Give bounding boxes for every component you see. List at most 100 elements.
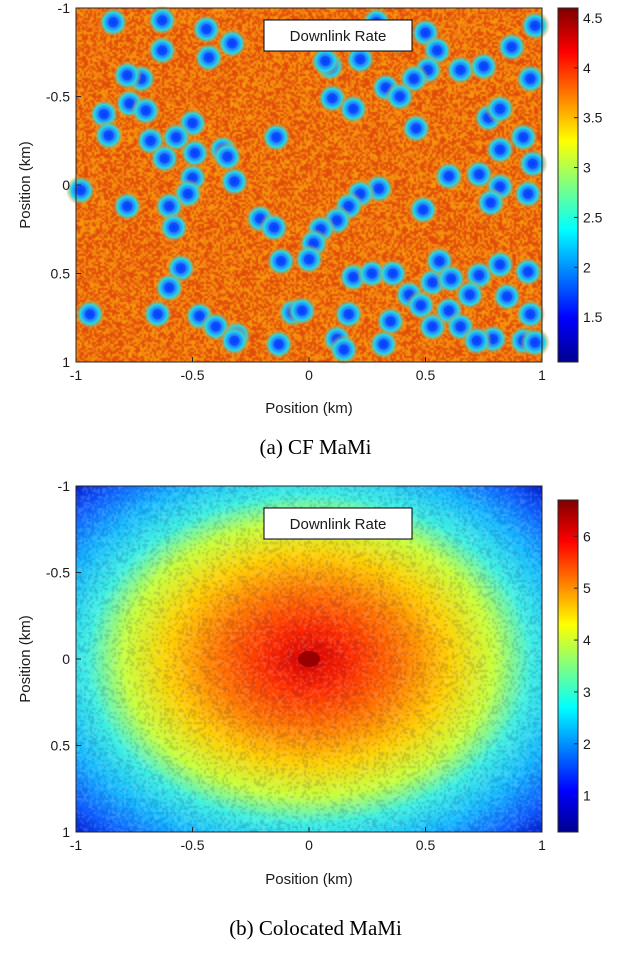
- x-tick-label: -0.5: [180, 837, 204, 853]
- y-tick-label: 0.5: [51, 738, 71, 754]
- x-tick-label: 0: [305, 367, 313, 383]
- y-tick-label: 1: [62, 354, 70, 370]
- access-point-marker: [298, 651, 320, 667]
- access-point-core: [320, 56, 331, 67]
- figure-colocated-mami: -1 -0.5 0 0.5 1 -1 -0.5 0 0.5 1 Position (km) Po…: [0, 478, 631, 956]
- access-point-core: [518, 132, 529, 143]
- access-point-core: [418, 204, 429, 215]
- x-tick-label: 1: [538, 367, 546, 383]
- colorbar: 1.5 2 2.5 3 3.5 4 4.5: [557, 7, 603, 363]
- x-axis-label: Position (km): [265, 400, 353, 417]
- y-tick-label: -0.5: [46, 565, 70, 581]
- plot-area: [75, 485, 543, 833]
- access-point-core: [495, 103, 506, 114]
- colorbar-gradient: [557, 7, 579, 363]
- access-point-core: [227, 38, 238, 49]
- access-point-core: [75, 185, 86, 196]
- access-point-core: [411, 123, 422, 134]
- access-point-core: [394, 91, 405, 102]
- access-point-core: [203, 52, 214, 63]
- access-point-core: [434, 256, 445, 267]
- y-tick-label: -1: [58, 478, 71, 494]
- access-point-core: [194, 310, 205, 321]
- colorbar-tick-label: 2: [583, 259, 591, 275]
- colorbar-tick-label: 6: [583, 528, 591, 544]
- colorbar-tick-label: 3.5: [583, 110, 603, 126]
- access-point-core: [145, 135, 156, 146]
- y-tick-label: 0: [62, 651, 70, 667]
- access-point-core: [348, 272, 359, 283]
- access-point-core: [525, 73, 536, 84]
- access-point-core: [495, 181, 506, 192]
- access-point-core: [229, 335, 240, 346]
- access-point-core: [474, 169, 485, 180]
- y-tick-group: -1 -0.5 0 0.5 1: [46, 478, 81, 840]
- access-point-core: [415, 300, 426, 311]
- x-tick-label: 0: [305, 837, 313, 853]
- access-point-core: [343, 309, 354, 320]
- colorbar-tick-label: 3: [583, 684, 591, 700]
- access-point-core: [187, 118, 198, 129]
- access-point-core: [103, 130, 114, 141]
- access-point-core: [527, 158, 538, 169]
- access-point-core: [327, 93, 338, 104]
- access-point-core: [84, 309, 95, 320]
- plot-area: [65, 5, 551, 365]
- figure-cf-mami: -1 -0.5 0 0.5 1 -1 -0.5 0 0.5 1 Position (km) Po…: [17, 0, 603, 459]
- access-point-core: [373, 183, 384, 194]
- colorbar-tick-label: 4.5: [583, 10, 603, 26]
- y-tick-label: -1: [58, 0, 71, 16]
- access-point-core: [446, 273, 457, 284]
- colorbar-tick-label: 4: [583, 60, 591, 76]
- access-point-core: [168, 222, 179, 233]
- access-point-core: [471, 335, 482, 346]
- access-point-core: [122, 70, 133, 81]
- colorbar-tick-label: 2.5: [583, 209, 603, 225]
- access-point-core: [331, 215, 342, 226]
- access-point-core: [495, 259, 506, 270]
- access-point-core: [201, 24, 212, 35]
- y-axis-label: Position (km): [17, 615, 34, 703]
- access-point-core: [420, 27, 431, 38]
- annotation-text: Downlink Rate: [290, 516, 387, 533]
- x-tick-group: -1 -0.5 0 0.5 1: [70, 357, 546, 383]
- colorbar-tick-label: 5: [583, 580, 591, 596]
- access-point-core: [164, 201, 175, 212]
- access-point-core: [273, 339, 284, 350]
- y-tick-label: 0.5: [51, 266, 71, 282]
- access-point-core: [385, 316, 396, 327]
- access-point-layer: [65, 5, 551, 365]
- access-point-core: [276, 256, 287, 267]
- access-point-core: [182, 188, 193, 199]
- colorbar-tick-label: 3: [583, 160, 591, 176]
- access-point-core: [495, 144, 506, 155]
- access-point-core: [427, 321, 438, 332]
- colorbar-tick-label: 2: [583, 736, 591, 752]
- access-point-core: [338, 344, 349, 355]
- x-tick-label: -0.5: [180, 367, 204, 383]
- colorbar-tick-label: 4: [583, 632, 591, 648]
- access-point-core: [271, 132, 282, 143]
- access-point-core: [523, 188, 534, 199]
- x-tick-label: 0.5: [416, 837, 436, 853]
- colorbar-gradient: [557, 499, 579, 833]
- access-point-core: [387, 268, 398, 279]
- access-point-core: [157, 45, 168, 56]
- annotation-box: Downlink Rate: [263, 507, 413, 540]
- access-point-layer: [298, 651, 320, 667]
- access-point-core: [455, 321, 466, 332]
- y-tick-label: 1: [62, 824, 70, 840]
- x-tick-label: -1: [70, 367, 83, 383]
- access-point-core: [408, 73, 419, 84]
- access-point-core: [530, 337, 541, 348]
- y-tick-label: 0: [62, 177, 70, 193]
- access-point-core: [530, 20, 541, 31]
- access-point-core: [443, 171, 454, 182]
- access-point-core: [432, 45, 443, 56]
- annotation-box: Downlink Rate: [263, 19, 413, 52]
- access-point-core: [175, 263, 186, 274]
- access-point-core: [210, 321, 221, 332]
- access-point-core: [229, 176, 240, 187]
- access-point-core: [378, 339, 389, 350]
- chart-cf-mami: -1 -0.5 0 0.5 1 -1 -0.5 0 0.5 1 Position (km) Po…: [17, 0, 603, 417]
